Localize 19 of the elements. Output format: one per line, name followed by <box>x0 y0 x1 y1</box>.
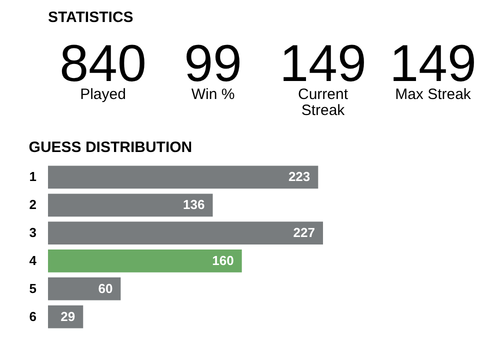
y-tick-label: 5 <box>29 280 36 296</box>
data-label: 227 <box>293 225 315 240</box>
data-label: 223 <box>288 169 310 184</box>
bar <box>48 166 318 189</box>
bar <box>48 222 323 244</box>
y-tick-label: 6 <box>29 308 36 324</box>
bar <box>48 194 213 217</box>
bar <box>48 277 121 300</box>
y-tick-label: 2 <box>29 197 36 212</box>
chart-title: GUESS DISTRIBUTION <box>28 139 192 156</box>
data-label: 60 <box>98 280 113 296</box>
y-tick-label: 1 <box>29 169 36 184</box>
data-label: 160 <box>212 252 234 268</box>
text: STATISTICS <box>48 9 134 26</box>
data-label: 136 <box>183 197 205 212</box>
bar <box>48 250 242 272</box>
y-tick-label: 3 <box>29 225 36 240</box>
data-label: 29 <box>60 308 76 324</box>
y-tick-label: 4 <box>29 252 38 268</box>
